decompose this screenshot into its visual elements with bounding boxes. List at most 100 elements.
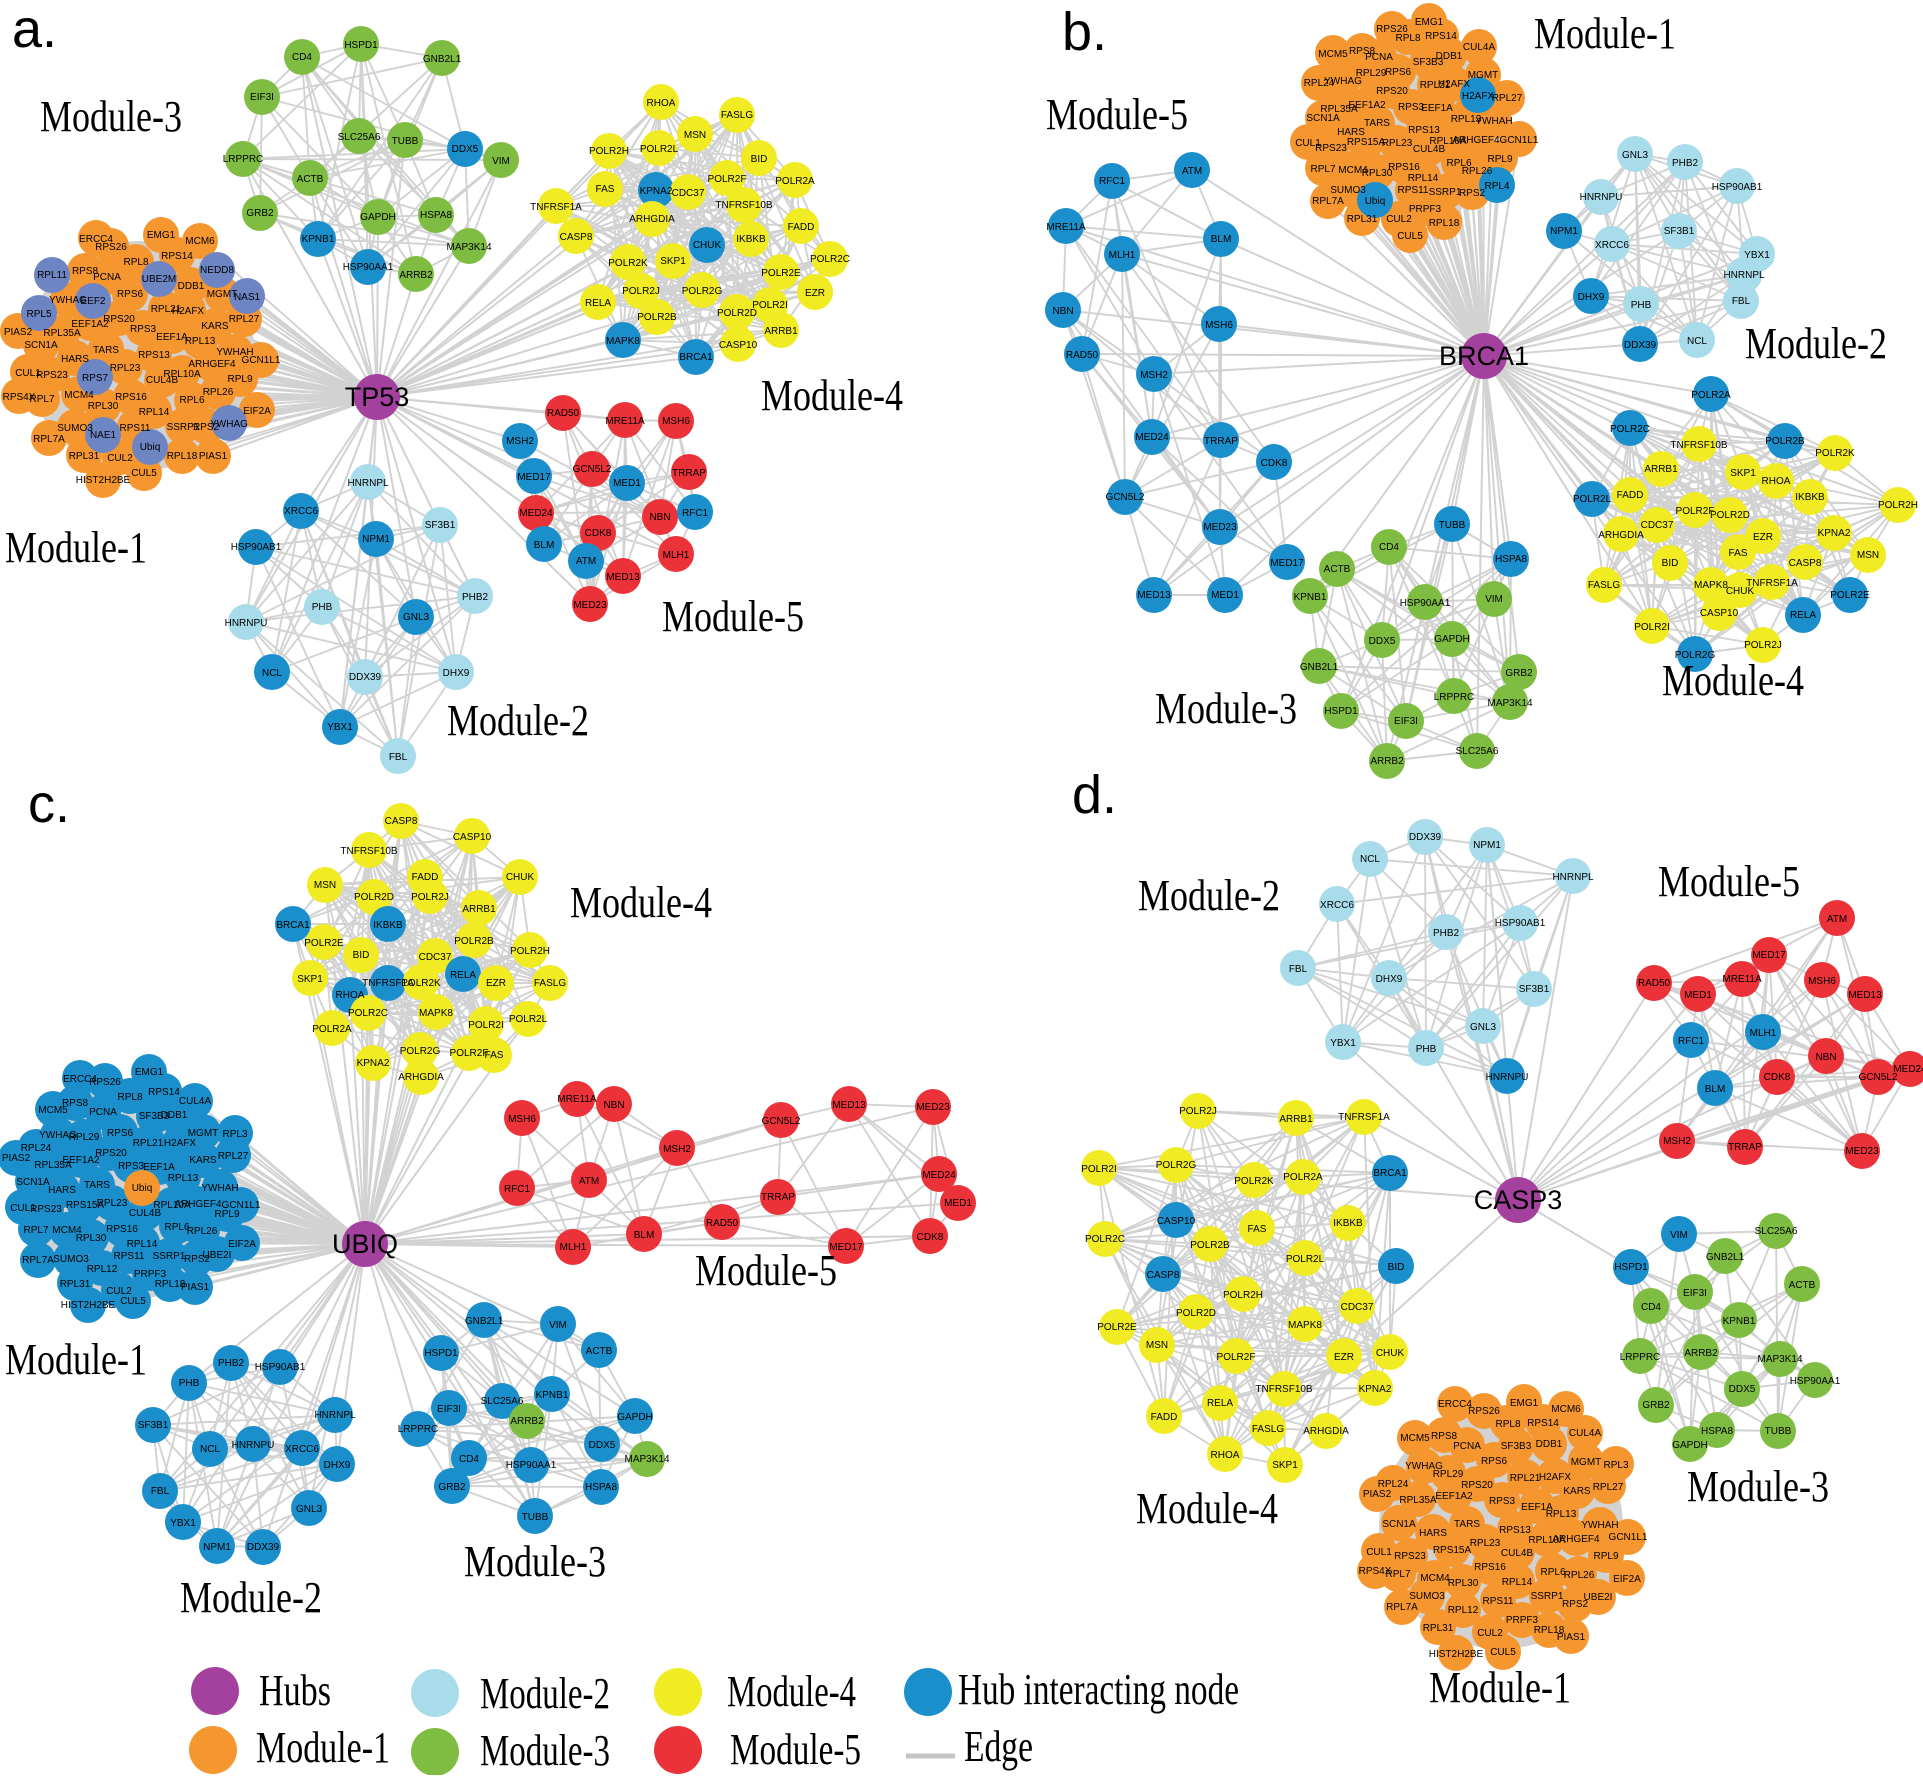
svg-text:NBN: NBN [603,1100,624,1111]
svg-text:POLR2A: POLR2A [312,1024,352,1035]
svg-text:SLC25A6: SLC25A6 [1755,1226,1798,1237]
svg-text:EZR: EZR [486,978,506,989]
svg-text:CASP3: CASP3 [1474,1185,1563,1215]
svg-text:DDX39: DDX39 [1624,340,1657,351]
svg-text:MGMT: MGMT [1571,1457,1602,1468]
svg-text:YWHAG: YWHAG [39,1130,77,1141]
svg-text:Module-3: Module-3 [40,92,182,141]
svg-text:MSH2: MSH2 [663,1144,691,1155]
svg-text:RFC1: RFC1 [504,1184,531,1195]
svg-text:POLR2K: POLR2K [1815,448,1855,459]
svg-text:KPNB1: KPNB1 [536,1390,569,1401]
svg-text:HSP90AA1: HSP90AA1 [1400,598,1451,609]
svg-text:PHB2: PHB2 [1433,928,1460,939]
svg-text:BRCA1: BRCA1 [679,352,713,363]
svg-text:ARRB1: ARRB1 [462,904,496,915]
svg-text:POLR2F: POLR2F [1676,506,1715,517]
svg-text:EIF3I: EIF3I [437,1404,461,1415]
svg-text:Module-5: Module-5 [1046,90,1188,139]
svg-text:POLR2A: POLR2A [1691,390,1731,401]
svg-text:RPS2: RPS2 [184,1254,211,1265]
svg-text:HIST2H2BE: HIST2H2BE [61,1300,116,1311]
svg-text:SKP1: SKP1 [1272,1460,1298,1471]
svg-text:MED13: MED13 [832,1100,866,1111]
svg-text:EEF1A2: EEF1A2 [1348,100,1386,111]
svg-text:RPS20: RPS20 [1376,86,1408,97]
svg-text:POLR2J: POLR2J [1744,640,1782,651]
svg-text:GCN1L1: GCN1L1 [1500,135,1539,146]
svg-text:MAP3K14: MAP3K14 [446,242,491,253]
svg-text:RPL9: RPL9 [214,1209,239,1220]
svg-text:POLR2E: POLR2E [1097,1322,1137,1333]
svg-text:MED13: MED13 [606,572,640,583]
svg-text:NEDD8: NEDD8 [200,265,234,276]
svg-text:KPNB1: KPNB1 [1294,592,1327,603]
svg-text:RPS20: RPS20 [95,1148,127,1159]
svg-text:IKBKB: IKBKB [373,920,403,931]
svg-text:HSP90AA1: HSP90AA1 [1790,1376,1841,1387]
svg-text:TNFRSF10B: TNFRSF10B [715,200,773,211]
svg-text:RPL3: RPL3 [1603,1460,1628,1471]
svg-text:SCN1A: SCN1A [16,1177,50,1188]
svg-text:DDX39: DDX39 [349,672,382,683]
svg-text:ACTB: ACTB [1789,1280,1816,1291]
svg-text:GRB2: GRB2 [1642,1400,1670,1411]
svg-text:a.: a. [12,0,57,59]
svg-text:PIAS2: PIAS2 [4,327,33,338]
svg-text:RELA: RELA [585,298,611,309]
svg-text:SSRP1: SSRP1 [167,422,200,433]
svg-text:RPS20: RPS20 [103,314,135,325]
svg-text:RPS23: RPS23 [1394,1551,1426,1562]
svg-text:CASP10: CASP10 [453,832,492,843]
svg-text:Hub interacting node: Hub interacting node [958,1665,1239,1714]
svg-text:TNFRSF1A: TNFRSF1A [1746,578,1798,589]
svg-text:MCM4: MCM4 [64,390,94,401]
svg-text:RPL35A: RPL35A [1399,1495,1437,1506]
svg-text:RPL12: RPL12 [1448,1605,1479,1616]
svg-text:GCN1L1: GCN1L1 [1609,1532,1648,1543]
svg-text:MED23: MED23 [1203,522,1237,533]
svg-text:DDX5: DDX5 [1729,1384,1756,1395]
svg-text:EEF1A: EEF1A [156,332,188,343]
svg-text:PCNA: PCNA [93,272,121,283]
svg-text:RFC1: RFC1 [1099,176,1126,187]
svg-text:Module-2: Module-2 [1138,871,1280,920]
svg-text:Module-3: Module-3 [1687,1462,1829,1511]
svg-text:KPNB1: KPNB1 [302,234,335,245]
svg-text:LRPPRC: LRPPRC [398,1424,439,1435]
svg-text:Module-4: Module-4 [1136,1484,1278,1533]
svg-text:BLM: BLM [634,1230,655,1241]
svg-text:EZR: EZR [805,288,825,299]
svg-text:HARS: HARS [1337,127,1365,138]
svg-text:MED23: MED23 [573,600,607,611]
svg-text:MED17: MED17 [517,472,551,483]
svg-text:TNFRSF10B: TNFRSF10B [340,846,398,857]
svg-text:RELA: RELA [450,970,476,981]
svg-text:GNB2L1: GNB2L1 [465,1316,504,1327]
svg-text:BLM: BLM [534,540,555,551]
svg-text:RPS26: RPS26 [1376,24,1408,35]
svg-text:Module-5: Module-5 [695,1246,837,1295]
svg-text:EIF3I: EIF3I [1394,716,1418,727]
svg-text:CASP8: CASP8 [1147,1270,1180,1281]
svg-text:CASP10: CASP10 [719,340,758,351]
svg-text:EMG1: EMG1 [147,230,176,241]
svg-text:LRPPRC: LRPPRC [1434,692,1475,703]
svg-text:VIM: VIM [1485,594,1503,605]
svg-text:KARS: KARS [1563,1486,1591,1497]
svg-text:ARRB2: ARRB2 [399,270,433,281]
svg-text:POLR2J: POLR2J [622,286,660,297]
svg-text:TNFRSF10B: TNFRSF10B [1670,440,1728,451]
svg-text:CASP10: CASP10 [1700,608,1739,619]
svg-text:DDB1: DDB1 [178,281,205,292]
svg-text:RPS14: RPS14 [161,251,193,262]
svg-text:BID: BID [1662,558,1679,569]
svg-text:RFC1: RFC1 [682,508,709,519]
svg-text:MGMT: MGMT [1468,70,1499,81]
svg-text:RPL27: RPL27 [218,1151,249,1162]
svg-text:CUL1: CUL1 [1366,1547,1392,1558]
svg-text:XRCC6: XRCC6 [284,506,318,517]
svg-text:POLR2C: POLR2C [1085,1234,1125,1245]
svg-text:POLR2I: POLR2I [1081,1164,1117,1175]
svg-text:MED24: MED24 [922,1170,956,1181]
